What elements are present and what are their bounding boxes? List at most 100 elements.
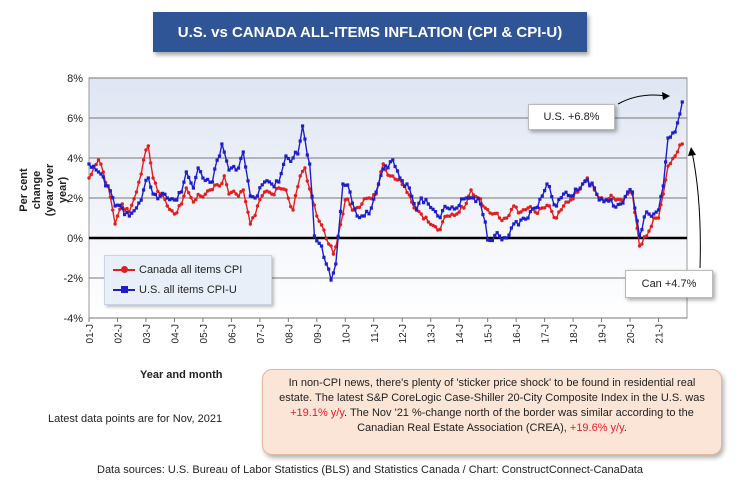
data-point <box>447 214 452 218</box>
data-point <box>312 234 317 238</box>
data-point <box>507 213 511 218</box>
data-point <box>284 154 288 158</box>
data-point <box>376 182 381 186</box>
data-point <box>618 202 623 206</box>
data-point <box>675 121 680 125</box>
data-point <box>148 161 153 165</box>
data-point <box>182 194 186 198</box>
data-point <box>272 185 276 189</box>
data-point <box>258 186 262 190</box>
data-point <box>149 185 153 189</box>
data-point <box>338 209 343 214</box>
data-point <box>189 181 193 185</box>
chart-title: U.S. vs CANADA ALL-ITEMS INFLATION (CPI … <box>153 12 587 52</box>
data-point <box>602 200 606 204</box>
data-point <box>106 184 110 188</box>
data-point <box>132 197 136 201</box>
data-point <box>656 216 661 220</box>
data-point <box>469 196 473 200</box>
data-point <box>317 241 321 245</box>
x-tick-label: 13-J <box>427 324 438 343</box>
data-point <box>141 188 146 192</box>
data-point <box>94 168 98 172</box>
data-point <box>455 206 459 210</box>
data-point <box>628 188 632 192</box>
data-point <box>414 208 419 212</box>
data-point <box>236 166 241 170</box>
x-tick-label: 10-J <box>341 324 352 343</box>
data-point <box>253 196 257 200</box>
data-point <box>170 209 174 213</box>
data-point <box>464 201 469 206</box>
data-point <box>661 184 665 188</box>
data-point <box>217 184 222 188</box>
data-point <box>426 220 431 224</box>
data-point <box>220 142 224 146</box>
data-point <box>317 219 321 223</box>
data-point <box>170 197 174 201</box>
data-point <box>246 179 250 183</box>
data-point <box>248 222 253 226</box>
data-point <box>357 215 362 220</box>
data-point <box>191 200 196 204</box>
data-point <box>550 195 554 199</box>
data-point <box>255 204 260 208</box>
data-point <box>184 170 188 174</box>
data-point <box>134 190 139 194</box>
data-point <box>583 179 587 184</box>
data-point <box>189 195 193 200</box>
data-point <box>125 210 129 214</box>
data-point <box>87 176 91 180</box>
data-point <box>391 158 395 162</box>
data-point <box>139 172 143 176</box>
data-point <box>153 192 158 197</box>
data-point <box>296 184 300 189</box>
data-point <box>89 165 93 169</box>
data-point <box>680 142 684 146</box>
data-point <box>410 194 414 198</box>
data-point <box>286 196 291 200</box>
data-point <box>168 198 172 202</box>
data-point <box>229 166 233 170</box>
data-point <box>113 222 117 226</box>
data-point <box>604 198 608 202</box>
data-point <box>559 196 563 200</box>
data-point <box>227 168 231 172</box>
data-point <box>531 207 535 211</box>
data-point <box>471 196 476 200</box>
data-point <box>203 178 207 183</box>
data-point <box>561 204 566 208</box>
data-point <box>343 183 347 187</box>
data-point <box>324 262 328 266</box>
data-point <box>141 158 146 162</box>
data-point <box>599 197 604 201</box>
data-point <box>481 212 485 217</box>
data-point <box>341 182 345 186</box>
data-point <box>175 198 179 202</box>
data-point <box>267 180 271 184</box>
data-point <box>206 177 210 181</box>
data-point <box>673 154 677 158</box>
us-case-shiller-value: +19.1% y/y <box>290 407 345 419</box>
data-point <box>649 214 654 218</box>
data-point <box>251 216 255 220</box>
data-point <box>381 167 385 171</box>
data-point <box>471 193 476 197</box>
data-point <box>607 199 611 203</box>
data-point <box>391 174 395 178</box>
blue-square-marker-icon <box>113 285 135 295</box>
data-point <box>300 169 305 173</box>
data-point <box>462 206 466 210</box>
data-point <box>177 203 181 208</box>
data-point <box>310 194 314 198</box>
data-point <box>493 233 497 237</box>
data-point <box>134 206 139 210</box>
y-tick-label: 8% <box>67 73 83 85</box>
data-point <box>509 207 514 212</box>
data-point <box>642 215 646 219</box>
data-point <box>623 195 627 199</box>
data-point <box>118 203 122 208</box>
data-point <box>514 220 518 224</box>
data-point <box>533 206 537 210</box>
data-point <box>369 206 373 210</box>
